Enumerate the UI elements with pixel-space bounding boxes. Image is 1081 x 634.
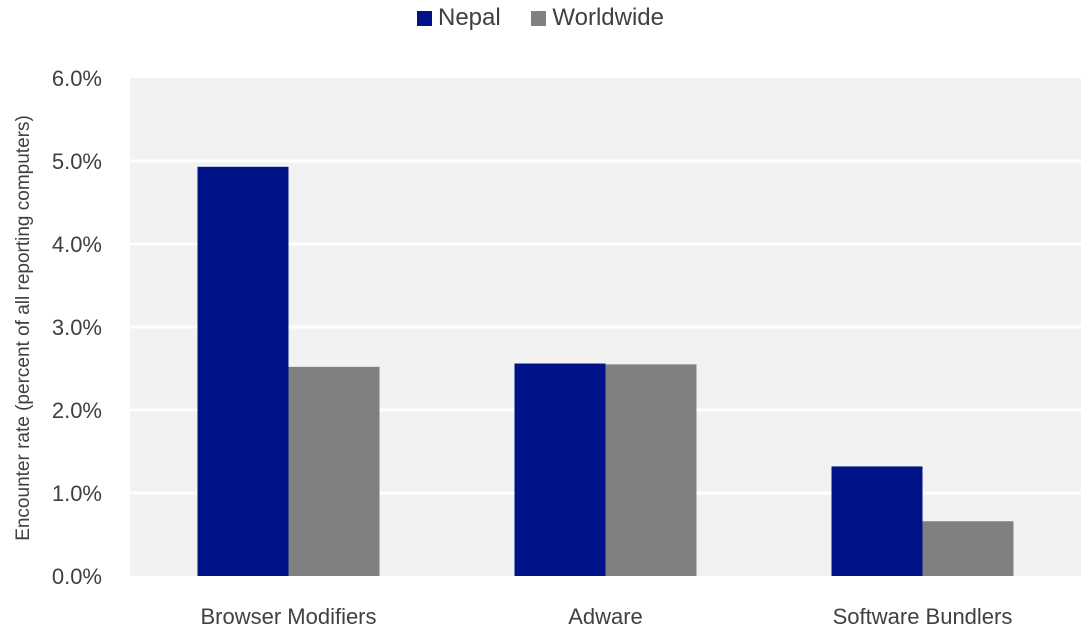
bar-nepal-0 <box>197 166 289 576</box>
legend-item-worldwide: Worldwide <box>531 4 664 32</box>
legend-swatch-nepal <box>417 10 432 26</box>
chart-legend: Nepal Worldwide <box>0 4 1081 33</box>
y-tick-label: 3.0% <box>52 315 102 340</box>
y-tick-label: 2.0% <box>52 398 102 423</box>
bar-worldwide-2 <box>922 521 1014 576</box>
bar-nepal-2 <box>831 466 923 576</box>
x-tick-label: Software Bundlers <box>833 604 1013 629</box>
legend-swatch-worldwide <box>531 10 547 26</box>
bar-nepal-1 <box>514 363 606 576</box>
y-tick-label: 1.0% <box>52 481 102 506</box>
y-tick-label: 6.0% <box>52 66 102 91</box>
bar-worldwide-1 <box>605 364 697 576</box>
bar-worldwide-0 <box>288 366 380 576</box>
legend-label-nepal: Nepal <box>438 4 501 31</box>
y-tick-label: 0.0% <box>52 564 102 589</box>
y-tick-label: 4.0% <box>52 232 102 257</box>
x-tick-label: Adware <box>568 604 643 629</box>
legend-label-worldwide: Worldwide <box>552 4 664 31</box>
x-tick-label: Browser Modifiers <box>200 604 376 629</box>
legend-item-nepal: Nepal <box>417 4 501 32</box>
y-tick-label: 5.0% <box>52 149 102 174</box>
